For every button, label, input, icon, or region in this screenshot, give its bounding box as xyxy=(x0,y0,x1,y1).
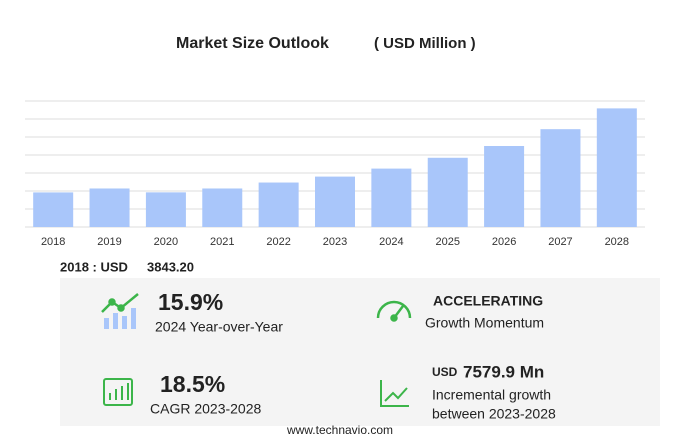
momentum-value: ACCELERATING xyxy=(433,293,543,309)
momentum-label: Growth Momentum xyxy=(425,315,544,331)
chart-unit: ( USD Million ) xyxy=(374,35,476,52)
incremental-label: between 2023-2028 xyxy=(432,406,556,422)
incremental-icon xyxy=(380,380,409,407)
title-group: Market Size Outlook ( USD Million ) xyxy=(176,35,476,52)
x-tick-label: 2026 xyxy=(492,236,516,248)
x-tick-label: 2019 xyxy=(97,236,121,248)
bar xyxy=(540,129,581,227)
yoy-label: 2024 Year-over-Year xyxy=(155,319,283,335)
bar xyxy=(145,192,186,227)
incremental-currency: USD xyxy=(432,365,458,379)
bar xyxy=(371,168,412,227)
bar xyxy=(258,182,299,227)
bar xyxy=(202,188,243,227)
cagr-label: CAGR 2023-2028 xyxy=(150,401,262,417)
x-tick-label: 2028 xyxy=(605,236,629,248)
stats-panel xyxy=(60,278,660,426)
cagr-value: 18.5% xyxy=(160,371,225,397)
x-tick-label: 2020 xyxy=(154,236,178,248)
bar xyxy=(596,108,637,227)
chart-title: Market Size Outlook xyxy=(176,35,329,52)
x-tick-label: 2022 xyxy=(266,236,290,248)
base-label: 2018 : USD xyxy=(60,259,128,274)
x-tick-label: 2018 xyxy=(41,236,65,248)
x-tick-label: 2024 xyxy=(379,236,403,248)
incremental-label: Incremental growth xyxy=(432,387,551,403)
base-value: 3843.20 xyxy=(147,259,194,274)
plot: 2018 2019 2020 2021 2022 2023 2024 2025 2026 2027… xyxy=(25,100,645,248)
incremental-value: 7579.9 Mn xyxy=(463,362,544,381)
bar xyxy=(315,176,355,227)
bar xyxy=(484,146,525,227)
yoy-value: 15.9% xyxy=(158,289,223,315)
yoy-icon xyxy=(101,293,139,329)
footer: www.technavio.com xyxy=(286,423,393,437)
bar xyxy=(427,157,468,227)
bar xyxy=(89,188,130,227)
momentum-icon xyxy=(376,300,412,322)
x-tick-label: 2025 xyxy=(435,236,459,248)
x-tick-label: 2027 xyxy=(548,236,572,248)
cagr-icon xyxy=(103,378,133,406)
bar xyxy=(33,192,74,227)
x-tick-label: 2021 xyxy=(210,236,234,248)
x-tick-label: 2023 xyxy=(323,236,347,248)
